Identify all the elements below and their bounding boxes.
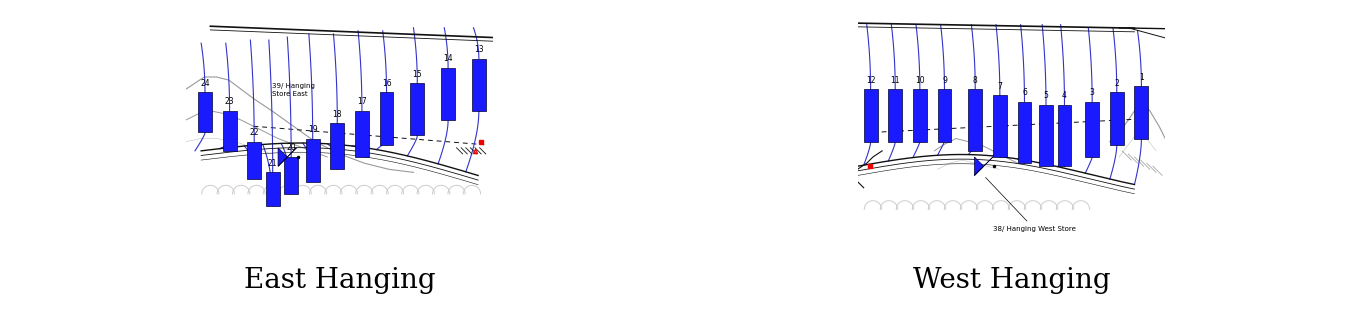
Polygon shape [974, 157, 984, 176]
Text: 18: 18 [332, 110, 342, 118]
Bar [938, 89, 951, 142]
Text: 23: 23 [224, 97, 235, 106]
Bar [331, 123, 345, 169]
Text: 4: 4 [1062, 91, 1067, 100]
Bar [471, 58, 486, 111]
Text: 5: 5 [1043, 91, 1048, 100]
Text: 2: 2 [1115, 79, 1119, 88]
Text: 1: 1 [1139, 73, 1144, 82]
Bar [266, 172, 280, 206]
Text: 8: 8 [973, 76, 978, 85]
Text: 16: 16 [382, 79, 392, 88]
Bar [889, 89, 902, 142]
Text: 11: 11 [890, 76, 900, 85]
Polygon shape [278, 148, 296, 166]
Bar [863, 89, 878, 142]
Bar [1039, 105, 1052, 166]
Text: 13: 13 [474, 45, 484, 54]
Text: 9: 9 [942, 76, 947, 85]
Text: West Hanging: West Hanging [912, 267, 1111, 294]
Text: East Hanging: East Hanging [243, 267, 435, 294]
Text: 20: 20 [286, 143, 296, 152]
Polygon shape [278, 148, 288, 166]
Text: 3: 3 [1090, 88, 1094, 97]
Text: 15: 15 [412, 69, 422, 78]
Bar [284, 157, 299, 194]
Polygon shape [974, 157, 993, 176]
Bar [1111, 92, 1124, 145]
Text: 12: 12 [866, 76, 875, 85]
Text: 17: 17 [357, 97, 366, 106]
Text: 14: 14 [443, 54, 453, 63]
Text: 24: 24 [200, 79, 209, 88]
Bar [199, 92, 212, 133]
Bar [380, 92, 393, 145]
Text: 22: 22 [250, 128, 259, 137]
Text: 19: 19 [308, 125, 317, 134]
Bar [305, 138, 320, 181]
Bar [913, 89, 927, 142]
Bar [1058, 105, 1071, 166]
Text: 10: 10 [915, 76, 924, 85]
Text: 38/ Hanging West Store: 38/ Hanging West Store [986, 177, 1075, 232]
Text: 7: 7 [997, 82, 1002, 91]
Text: 6: 6 [1021, 88, 1027, 97]
Bar [411, 83, 424, 135]
Bar [1135, 86, 1148, 138]
Text: 39/ Hanging
Store East: 39/ Hanging Store East [272, 83, 315, 97]
Bar [993, 95, 1006, 157]
Bar [1017, 102, 1031, 163]
Bar [442, 68, 455, 120]
Bar [969, 89, 982, 151]
Text: 21: 21 [267, 159, 277, 168]
Bar [1085, 102, 1100, 157]
Bar [355, 111, 369, 157]
Bar [247, 142, 261, 179]
Bar [223, 111, 236, 151]
